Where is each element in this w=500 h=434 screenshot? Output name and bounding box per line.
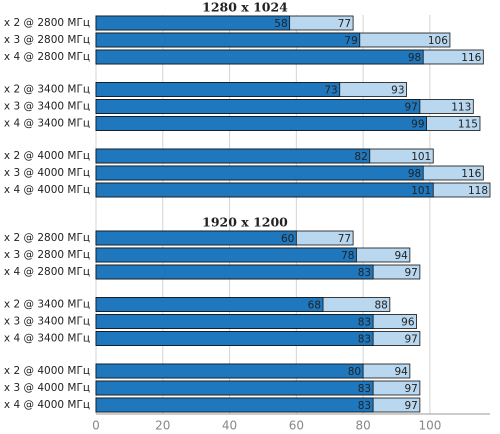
value-label: 106 — [428, 35, 448, 47]
y-tick-label: x 4 @ 2800 МГц — [4, 266, 90, 278]
value-label: 83 — [358, 400, 371, 412]
bar — [95, 49, 424, 65]
bar — [95, 314, 374, 329]
value-label: 94 — [394, 366, 408, 378]
bar — [95, 15, 291, 31]
bar — [95, 32, 361, 48]
value-label: 101 — [411, 151, 431, 163]
value-label: 116 — [461, 168, 481, 180]
y-tick-label: x 3 @ 2800 МГц — [4, 249, 90, 261]
y-tick-label: x 3 @ 4000 МГц — [4, 167, 90, 179]
value-label: 94 — [394, 250, 408, 262]
value-label: 80 — [348, 366, 361, 378]
x-tick-label: 20 — [155, 419, 170, 433]
value-label: 83 — [358, 317, 371, 329]
y-tick-label: x 3 @ 3400 МГц — [4, 316, 90, 328]
y-tick-label: x 4 @ 3400 МГц — [4, 118, 90, 130]
bar — [95, 82, 341, 97]
value-label: 98 — [408, 52, 421, 64]
bar — [95, 116, 427, 131]
value-label: 93 — [391, 85, 404, 97]
y-tick-label: x 4 @ 3400 МГц — [4, 333, 90, 345]
value-label: 115 — [458, 119, 478, 131]
value-label: 113 — [451, 102, 471, 114]
value-label: 116 — [461, 52, 481, 64]
y-tick-label: x 4 @ 4000 МГц — [4, 184, 90, 196]
y-tick-label: x 2 @ 3400 МГц — [4, 84, 90, 96]
value-label: 78 — [341, 250, 354, 262]
panel-title: 1280 x 1024 — [202, 0, 288, 15]
bar — [95, 247, 357, 263]
y-tick-label: x 4 @ 4000 МГц — [4, 399, 90, 411]
x-tick-label: 60 — [289, 419, 304, 433]
bar — [95, 397, 374, 413]
value-label: 58 — [274, 18, 287, 30]
value-label: 83 — [358, 383, 371, 395]
x-tick-label: 80 — [355, 419, 370, 433]
bar — [95, 230, 297, 246]
value-label: 97 — [405, 267, 418, 279]
value-label: 73 — [324, 85, 337, 97]
y-tick-label: x 3 @ 4000 МГц — [4, 382, 90, 394]
value-label: 118 — [468, 185, 488, 197]
bar — [95, 182, 434, 198]
value-label: 97 — [405, 383, 418, 395]
value-label: 77 — [338, 233, 351, 245]
bar — [95, 363, 364, 379]
bar — [95, 380, 374, 396]
value-label: 99 — [411, 119, 424, 131]
x-tick-label: 100 — [418, 419, 441, 433]
bar — [95, 99, 421, 114]
value-label: 88 — [374, 300, 387, 312]
y-tick-label: x 3 @ 2800 МГц — [4, 34, 90, 46]
y-tick-label: x 2 @ 3400 МГц — [4, 299, 90, 311]
value-label: 97 — [405, 102, 418, 114]
y-tick-label: x 3 @ 3400 МГц — [4, 101, 90, 113]
value-label: 97 — [405, 400, 418, 412]
value-label: 98 — [408, 168, 421, 180]
value-label: 77 — [338, 18, 351, 30]
x-tick-label: 40 — [222, 419, 237, 433]
bar — [95, 165, 424, 181]
value-label: 83 — [358, 267, 371, 279]
y-tick-label: x 2 @ 2800 МГц — [4, 232, 90, 244]
y-tick-label: x 4 @ 2800 МГц — [4, 51, 90, 63]
value-label: 83 — [358, 334, 371, 346]
bar — [95, 297, 324, 312]
y-tick-label: x 2 @ 4000 МГц — [4, 365, 90, 377]
value-label: 79 — [344, 35, 357, 47]
value-label: 97 — [405, 334, 418, 346]
value-label: 68 — [308, 300, 321, 312]
value-label: 82 — [354, 151, 367, 163]
bar — [95, 331, 374, 346]
x-tick-label: 0 — [92, 419, 100, 433]
value-label: 60 — [281, 233, 294, 245]
value-label: 101 — [411, 185, 431, 197]
y-tick-label: x 2 @ 2800 МГц — [4, 17, 90, 29]
bar — [95, 148, 371, 164]
y-tick-label: x 2 @ 4000 МГц — [4, 150, 90, 162]
panel-title: 1920 x 1200 — [202, 215, 288, 230]
value-label: 96 — [401, 317, 415, 329]
bar — [95, 264, 374, 280]
